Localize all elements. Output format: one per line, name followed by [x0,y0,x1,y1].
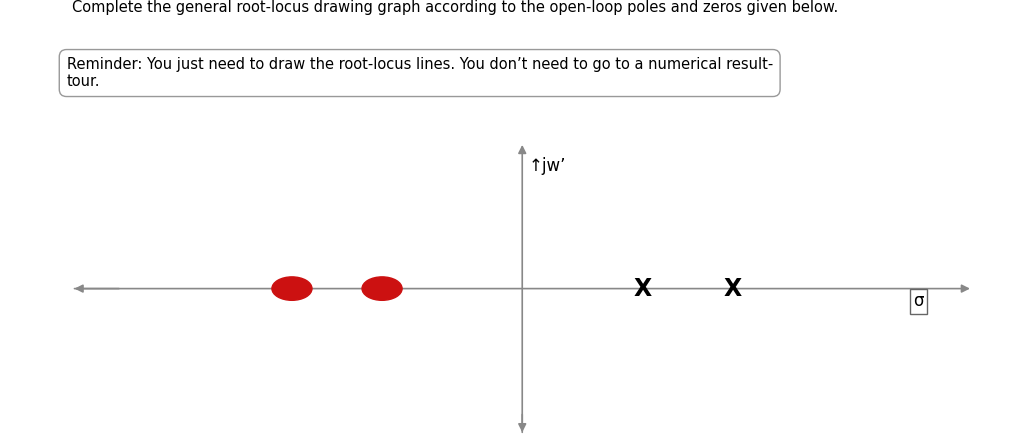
Text: Complete the general root-locus drawing graph according to the open-loop poles a: Complete the general root-locus drawing … [72,0,838,15]
Text: ↑jw’: ↑jw’ [528,157,566,175]
Text: X: X [633,277,651,301]
Text: Reminder: You just need to draw the root-locus lines. You don’t need to go to a : Reminder: You just need to draw the root… [67,57,773,89]
Text: X: X [723,277,741,301]
Circle shape [362,277,402,300]
Circle shape [272,277,312,300]
Text: σ: σ [913,293,924,310]
